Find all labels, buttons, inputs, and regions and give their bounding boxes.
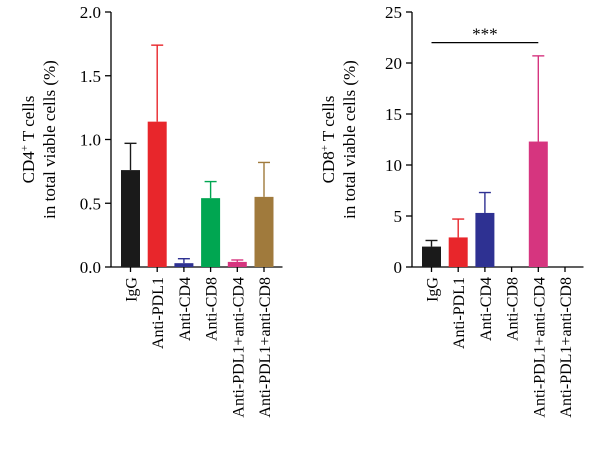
y-tick-label: 10 <box>385 156 402 175</box>
y-axis-label-line-2: in total viable cells (%) <box>340 60 359 219</box>
y-axis-label-line-1: CD4+ T cells <box>19 96 38 184</box>
bar-1 <box>121 170 140 267</box>
x-tick-label: Anti-CD8 <box>204 277 221 341</box>
bar-5 <box>227 261 247 267</box>
y-tick-label: 0 <box>394 258 403 277</box>
y-tick-label: 20 <box>385 54 402 73</box>
bar-1 <box>422 246 441 267</box>
y-tick-label: 5 <box>394 207 403 226</box>
y-tick-label: 0.0 <box>80 258 101 277</box>
bar-4 <box>201 198 221 267</box>
y-tick-label: 25 <box>385 3 402 22</box>
y-tick-label: 1.5 <box>80 67 101 86</box>
x-tick-label: Anti-PDL1 <box>150 277 167 349</box>
y-axis-label: CD8+ T cells in total viable cells (%) <box>319 60 359 219</box>
x-tick-label: Anti-PDL1+anti-CD4 <box>230 277 247 418</box>
y-tick-label: 2.0 <box>80 3 101 22</box>
significance-label: *** <box>472 25 498 44</box>
x-tick-label: Anti-PDL1+anti-CD8 <box>558 277 575 418</box>
y-tick-label: 0.5 <box>80 194 101 213</box>
chart-panel-2: 0 5 10 15 20 25 CD8+ T cells in total viable ce… <box>319 3 584 418</box>
x-tick-label: Anti-PDL1+anti-CD4 <box>531 277 548 418</box>
bar-2 <box>448 237 468 267</box>
y-tick-label: 1.0 <box>80 131 101 150</box>
bar-5 <box>528 141 548 267</box>
bar-3 <box>475 212 495 267</box>
chart-panel-1: 0.0 0.5 1.0 1.5 2.0 CD4+ T cells in total viab… <box>19 3 283 418</box>
bar-6 <box>254 196 274 267</box>
bar-3 <box>174 263 194 267</box>
x-tick-label: IgG <box>124 277 141 302</box>
bar-2 <box>147 121 167 268</box>
x-tick-label: Anti-CD8 <box>505 277 522 341</box>
x-tick-label: Anti-CD4 <box>177 277 194 341</box>
x-tick-label: IgG <box>425 277 442 302</box>
x-tick-label: Anti-PDL1+anti-CD8 <box>257 277 274 418</box>
x-tick-label: Anti-CD4 <box>478 277 495 341</box>
y-axis-label: CD4+ T cells in total viable cells (%) <box>19 60 59 219</box>
y-axis-label-line-1: CD8+ T cells <box>319 96 338 184</box>
x-tick-label: Anti-PDL1 <box>451 277 468 349</box>
y-tick-label: 15 <box>385 105 402 124</box>
y-axis-label-line-2: in total viable cells (%) <box>40 60 59 219</box>
